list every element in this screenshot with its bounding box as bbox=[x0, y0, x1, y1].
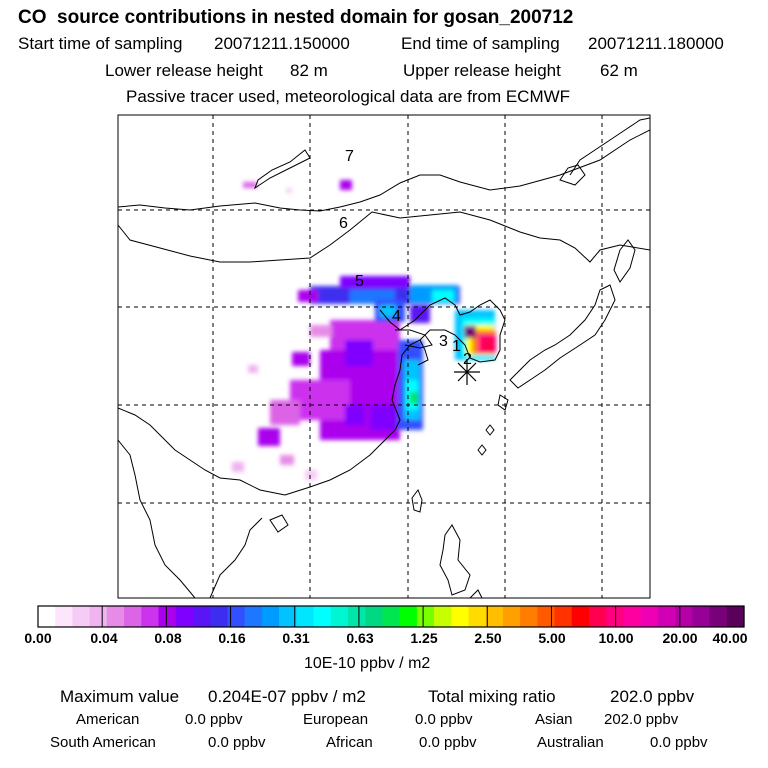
colorbar bbox=[38, 606, 745, 627]
region-value: 0.0 ppbv bbox=[208, 734, 266, 751]
upper-height-value: 62 m bbox=[600, 61, 638, 80]
colorbar-cell bbox=[434, 606, 452, 627]
region-value: 0.0 ppbv bbox=[419, 734, 477, 751]
coastlines bbox=[118, 117, 650, 598]
colorbar-label: 0.00 bbox=[24, 630, 52, 646]
total-mixing-value: 202.0 ppbv bbox=[610, 687, 695, 706]
colorbar-cell bbox=[726, 606, 745, 627]
colorbar-cell bbox=[192, 606, 211, 627]
colorbar-cell bbox=[313, 606, 332, 627]
colorbar-cell bbox=[106, 606, 125, 627]
colorbar-cell bbox=[692, 606, 711, 627]
colorbar-cell bbox=[571, 606, 590, 627]
colorbar-cell bbox=[279, 606, 297, 627]
marker-label: 4 bbox=[392, 308, 401, 325]
marker-label: 5 bbox=[355, 273, 364, 290]
marker-label: 3 bbox=[439, 333, 448, 350]
upper-height-label: Upper release height bbox=[403, 61, 561, 80]
colorbar-cell bbox=[72, 606, 91, 627]
colorbar-cell bbox=[520, 606, 538, 627]
colorbar-cell bbox=[502, 606, 521, 627]
colorbar-label: 0.63 bbox=[346, 630, 374, 646]
colorbar-cell bbox=[124, 606, 142, 627]
end-time-value: 20071211.180000 bbox=[588, 34, 724, 53]
colorbar-cell bbox=[382, 606, 401, 627]
end-time-label: End time of sampling bbox=[401, 34, 560, 53]
colorbar-cell bbox=[657, 606, 676, 627]
colorbar-cell bbox=[399, 606, 418, 627]
colorbar-label: 0.31 bbox=[282, 630, 310, 646]
colorbar-label: 0.16 bbox=[218, 630, 246, 646]
colorbar-cell bbox=[675, 606, 693, 627]
colorbar-cell bbox=[330, 606, 349, 627]
colorbar-label: 20.00 bbox=[662, 630, 698, 646]
colorbar-cell bbox=[640, 606, 659, 627]
colorbar-cell bbox=[365, 606, 383, 627]
colorbar-cell bbox=[468, 606, 487, 627]
region-name: European bbox=[303, 711, 369, 728]
colorbar-label: 0.04 bbox=[90, 630, 118, 646]
colorbar-cell bbox=[244, 606, 263, 627]
colorbar-cell bbox=[38, 606, 56, 627]
colorbar-cell bbox=[589, 606, 607, 627]
colorbar-cell bbox=[175, 606, 194, 627]
colorbar-cell bbox=[537, 606, 556, 627]
region-name: South American bbox=[50, 734, 156, 751]
plot-title: CO source contributions in nested domain… bbox=[18, 7, 574, 28]
colorbar-cell bbox=[227, 606, 246, 627]
max-value-label: Maximum value bbox=[60, 687, 180, 706]
graticule bbox=[118, 115, 650, 598]
region-name: Australian bbox=[537, 734, 604, 751]
lower-height-value: 82 m bbox=[290, 61, 328, 80]
colorbar-label: 5.00 bbox=[538, 630, 566, 646]
colorbar-unit: 10E-10 ppbv / m2 bbox=[304, 655, 431, 672]
colorbar-cell bbox=[89, 606, 108, 627]
colorbar-label: 40.00 bbox=[712, 630, 748, 646]
tracer-note: Passive tracer used, meteorological data… bbox=[126, 87, 571, 106]
max-value: 0.204E-07 ppbv / m2 bbox=[208, 687, 366, 706]
start-time-value: 20071211.150000 bbox=[214, 34, 350, 53]
region-name: Asian bbox=[535, 711, 573, 728]
map-frame bbox=[117, 114, 651, 599]
lower-height-label: Lower release height bbox=[105, 61, 263, 80]
colorbar-label: 2.50 bbox=[474, 630, 502, 646]
marker-label: 7 bbox=[345, 148, 354, 165]
colorbar-cell bbox=[451, 606, 470, 627]
marker-label: 2 bbox=[463, 351, 472, 368]
region-value: 0.0 ppbv bbox=[185, 711, 243, 728]
colorbar-cell bbox=[210, 606, 229, 627]
colorbar-cell bbox=[554, 606, 573, 627]
colorbar-cell bbox=[623, 606, 642, 627]
colorbar-cell bbox=[141, 606, 160, 627]
region-value: 0.0 ppbv bbox=[650, 734, 708, 751]
colorbar-cell bbox=[261, 606, 280, 627]
region-value: 202.0 ppbv bbox=[604, 711, 679, 728]
colorbar-cell bbox=[709, 606, 728, 627]
colorbar-cell bbox=[485, 606, 504, 627]
start-time-label: Start time of sampling bbox=[18, 34, 183, 53]
colorbar-frame bbox=[37, 605, 745, 628]
colorbar-label: 10.00 bbox=[598, 630, 634, 646]
colorbar-label: 1.25 bbox=[410, 630, 438, 646]
colorbar-cell bbox=[416, 606, 435, 627]
concentration-field bbox=[232, 180, 496, 480]
region-value: 0.0 ppbv bbox=[415, 711, 473, 728]
region-name: African bbox=[326, 734, 373, 751]
total-mixing-label: Total mixing ratio bbox=[428, 687, 556, 706]
colorbar-cell bbox=[158, 606, 177, 627]
marker-label: 6 bbox=[339, 215, 348, 232]
marker-label: 1 bbox=[452, 338, 461, 355]
colorbar-cell bbox=[55, 606, 74, 627]
colorbar-label: 0.08 bbox=[154, 630, 182, 646]
colorbar-cell bbox=[347, 606, 366, 627]
colorbar-cell bbox=[296, 606, 315, 627]
receptor-asterisk-icon bbox=[454, 359, 480, 385]
region-name: American bbox=[76, 711, 140, 728]
